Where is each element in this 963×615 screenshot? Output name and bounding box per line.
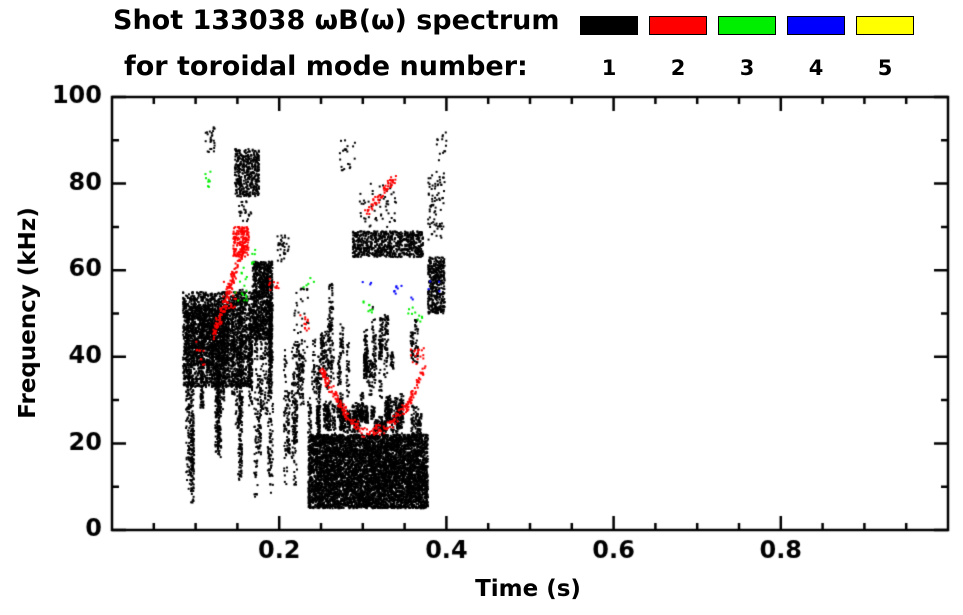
legend-swatch-mode-2 <box>649 16 707 35</box>
y-axis-label: Frequency (kHz) <box>15 207 41 419</box>
legend-label-mode-5: 5 <box>877 56 893 80</box>
legend-swatch-mode-4 <box>787 16 845 35</box>
legend-label-mode-3: 3 <box>739 56 755 80</box>
x-axis-label: Time (s) <box>475 576 581 602</box>
chart-title-line2: for toroidal mode number: <box>124 51 528 82</box>
legend-mode-numbers: 1 2 3 4 5 <box>580 56 914 80</box>
chart-title-line1: Shot 133038 ωB(ω) spectrum <box>113 5 560 36</box>
legend <box>580 16 914 35</box>
legend-label-mode-4: 4 <box>808 56 824 80</box>
legend-label-mode-2: 2 <box>670 56 686 80</box>
legend-swatch-mode-5 <box>856 16 914 35</box>
legend-swatch-mode-1 <box>580 16 638 35</box>
legend-label-mode-1: 1 <box>601 56 617 80</box>
legend-swatch-mode-3 <box>718 16 776 35</box>
